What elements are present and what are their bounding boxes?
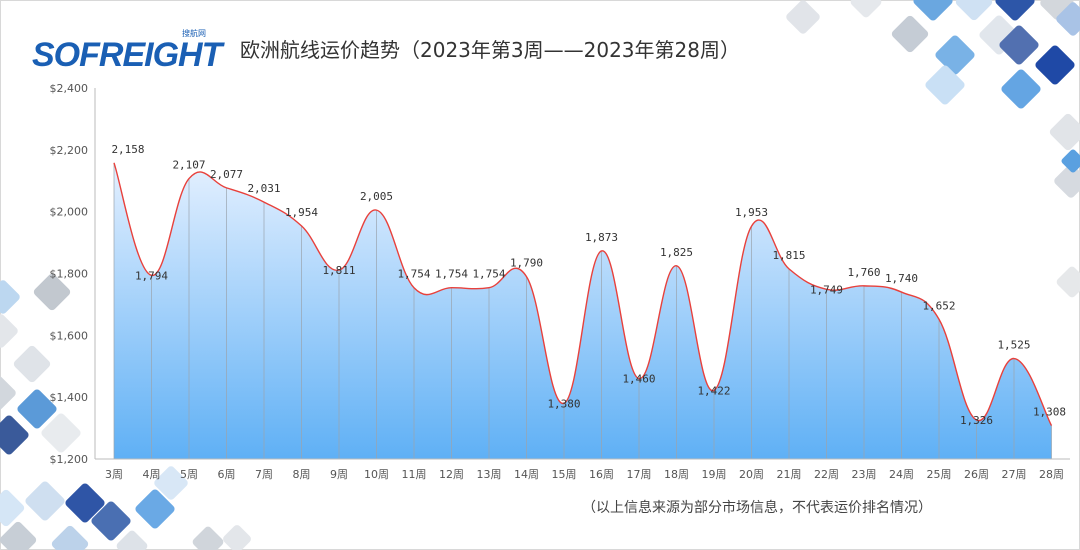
data-label: 2,005 xyxy=(360,190,393,203)
x-tick-label: 9周 xyxy=(330,468,348,481)
data-label: 2,107 xyxy=(172,159,205,172)
x-tick-label: 10周 xyxy=(364,468,389,481)
y-tick-label: $1,800 xyxy=(50,268,89,281)
data-label: 1,460 xyxy=(622,373,655,386)
x-tick-label: 25周 xyxy=(927,468,952,481)
x-tick-label: 28周 xyxy=(1039,468,1064,481)
data-label: 1,790 xyxy=(510,257,543,270)
data-label: 1,754 xyxy=(472,268,505,281)
y-tick-label: $2,000 xyxy=(50,206,89,219)
series-line xyxy=(113,162,1053,426)
data-label: 1,422 xyxy=(697,384,730,397)
x-tick-label: 24周 xyxy=(889,468,914,481)
data-label: 1,754 xyxy=(435,268,468,281)
x-tick-label: 14周 xyxy=(514,468,539,481)
data-label: 1,954 xyxy=(285,206,318,219)
x-tick-label: 18周 xyxy=(664,468,689,481)
y-tick-label: $2,200 xyxy=(50,144,89,157)
source-note: （以上信息来源为部分市场信息，不代表运价排名情况） xyxy=(582,500,932,516)
data-label: 1,652 xyxy=(922,299,955,312)
data-label: 2,031 xyxy=(247,182,280,195)
y-tick-label: $1,200 xyxy=(50,453,89,466)
x-tick-label: 17周 xyxy=(627,468,652,481)
x-tick-label: 3周 xyxy=(105,468,123,481)
x-tick-label: 11周 xyxy=(402,468,427,481)
data-label: 1,815 xyxy=(772,249,805,262)
x-tick-label: 20周 xyxy=(739,468,764,481)
logo-wordmark: SOFREIGHT xyxy=(32,36,222,74)
data-label: 2,158 xyxy=(111,143,144,156)
data-label: 1,811 xyxy=(322,264,355,277)
data-label: 1,525 xyxy=(997,339,1030,352)
x-tick-label: 16周 xyxy=(589,468,614,481)
area-fill xyxy=(114,162,1052,459)
data-label: 1,740 xyxy=(885,272,918,285)
chart-title: 欧洲航线运价趋势（2023年第3周——2023年第28周） xyxy=(240,38,740,62)
x-tick-label: 8周 xyxy=(293,468,311,481)
x-tick-label: 22周 xyxy=(814,468,839,481)
x-tick-label: 4周 xyxy=(143,468,161,481)
data-label: 1,308 xyxy=(1033,406,1066,419)
data-label: 1,380 xyxy=(547,397,580,410)
data-label: 1,760 xyxy=(847,266,880,279)
x-tick-label: 23周 xyxy=(852,468,877,481)
x-tick-label: 6周 xyxy=(218,468,236,481)
x-tick-label: 21周 xyxy=(777,468,802,481)
x-tick-label: 12周 xyxy=(439,468,464,481)
data-label: 1,825 xyxy=(660,246,693,259)
x-tick-label: 19周 xyxy=(702,468,727,481)
data-label: 2,077 xyxy=(210,168,243,181)
y-tick-label: $1,400 xyxy=(50,391,89,404)
data-label: 1,326 xyxy=(960,414,993,427)
x-tick-label: 26周 xyxy=(964,468,989,481)
y-tick-label: $2,400 xyxy=(50,82,89,95)
x-tick-label: 13周 xyxy=(477,468,502,481)
data-label: 1,794 xyxy=(135,269,168,282)
data-label: 1,754 xyxy=(397,268,430,281)
x-tick-label: 5周 xyxy=(180,468,198,481)
logo-subtitle: 搜航网 xyxy=(182,29,206,38)
data-label: 1,749 xyxy=(810,283,843,296)
x-tick-label: 7周 xyxy=(255,468,273,481)
y-tick-label: $1,600 xyxy=(50,329,89,342)
data-label: 1,953 xyxy=(735,206,768,219)
data-label: 1,873 xyxy=(585,231,618,244)
x-tick-label: 27周 xyxy=(1002,468,1027,481)
sofreight-logo: SOFREIGHT 搜航网 xyxy=(32,28,222,74)
x-tick-label: 15周 xyxy=(552,468,577,481)
